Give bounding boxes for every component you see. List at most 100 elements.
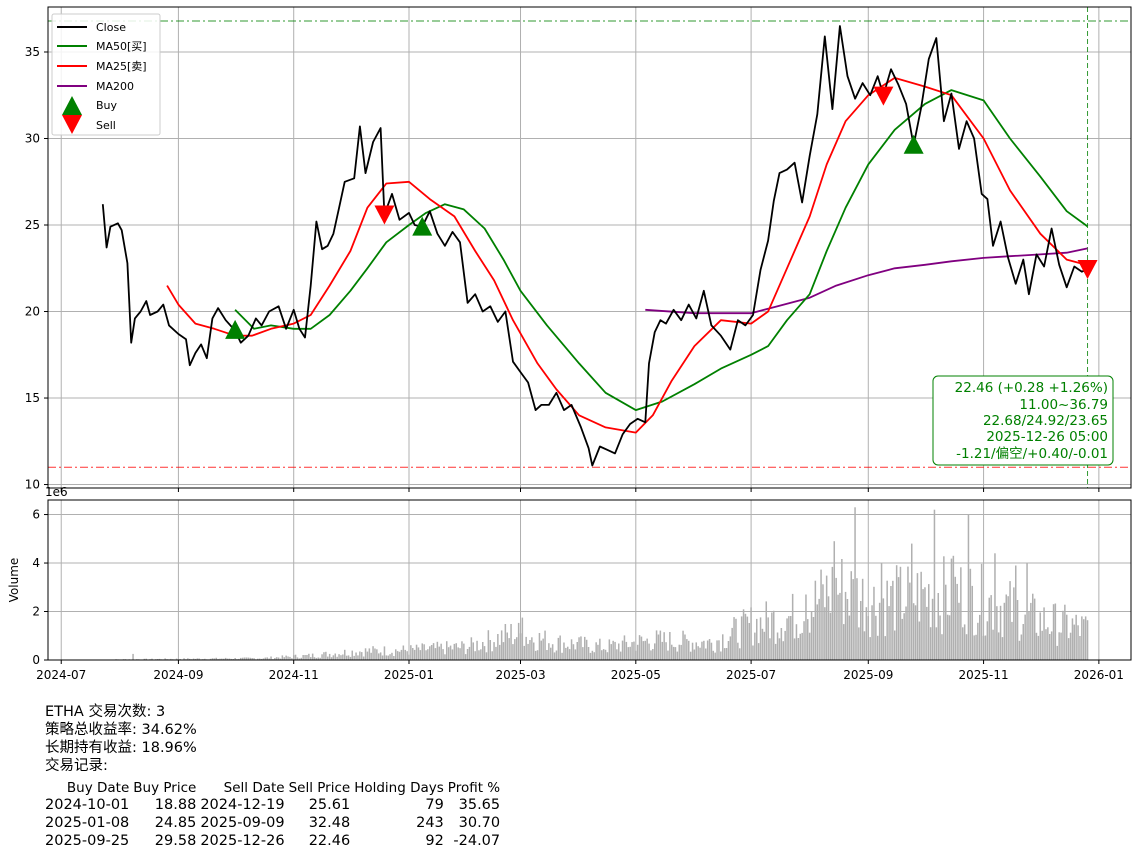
volume-bar <box>778 638 781 660</box>
sell-marker <box>873 86 894 106</box>
volume-bar <box>412 648 414 660</box>
volume-bar <box>400 649 403 660</box>
volume-bar <box>720 651 722 660</box>
volume-bar <box>621 640 624 660</box>
volume-bar <box>627 647 630 660</box>
volume-bar <box>383 646 386 660</box>
volume-bar <box>657 634 660 660</box>
legend-sell-label: Sell <box>96 119 116 132</box>
volume-bar <box>219 658 221 660</box>
volume-bar <box>911 543 913 660</box>
volume-bar <box>243 657 246 660</box>
volume-bar <box>457 647 459 660</box>
volume-bar <box>973 635 975 660</box>
volume-bar <box>425 650 427 660</box>
cell-profit: -24.07 <box>453 833 501 849</box>
x-tick-label: 2024-09 <box>153 668 203 682</box>
volume-bar <box>296 657 299 660</box>
volume-bar <box>279 658 282 660</box>
volume-bar <box>884 636 887 660</box>
volume-bar <box>381 655 384 660</box>
volume-bar <box>822 584 824 660</box>
volume-bar <box>504 624 507 660</box>
volume-bar <box>483 646 486 660</box>
volume-bar <box>196 658 199 660</box>
volume-bar <box>514 639 516 660</box>
volume-bar <box>712 650 715 660</box>
volume-bar <box>241 657 244 660</box>
volume-bar <box>466 649 469 660</box>
volume-bar <box>519 633 522 660</box>
volume-bar <box>727 641 730 660</box>
volume-bar <box>228 658 231 660</box>
volume-bar <box>533 642 535 660</box>
volume-bar <box>336 656 338 660</box>
volume-bar <box>807 619 809 660</box>
volume-bar <box>482 642 484 660</box>
volume-bar <box>676 651 679 660</box>
volume-bar <box>275 657 278 660</box>
volume-bar <box>198 658 200 660</box>
volume-bar <box>618 643 620 660</box>
volume-bar <box>283 657 286 660</box>
volume-bar <box>922 589 924 660</box>
volume-bar <box>844 591 847 660</box>
volume-bar <box>143 658 146 660</box>
volume-bar <box>1020 634 1023 660</box>
volume-bar <box>614 641 616 660</box>
price-y-ticks: 10 15 20 25 30 35 <box>25 45 48 492</box>
volume-bar <box>663 632 665 660</box>
volume-bar <box>226 658 229 660</box>
volume-bar <box>602 649 605 660</box>
volume-bar <box>597 644 599 660</box>
volume-bar <box>880 563 883 660</box>
volume-bar <box>854 507 856 660</box>
volume-bar <box>589 652 592 660</box>
volume-bar <box>752 645 754 660</box>
volume-bar <box>962 627 964 660</box>
volume-bar <box>446 641 448 660</box>
volume-bar <box>678 644 681 660</box>
volume-bar <box>1016 600 1019 660</box>
volume-bar <box>1047 627 1049 660</box>
volume-bar <box>291 658 293 660</box>
volume-bar <box>939 615 941 660</box>
volume-bar <box>455 643 458 660</box>
price-y-tick-label: 30 <box>25 131 40 145</box>
volume-bar <box>234 658 236 660</box>
volume-bar <box>555 650 558 660</box>
volume-bar <box>829 612 832 660</box>
volume-bar <box>892 580 894 660</box>
volume-panel-background <box>48 500 1131 660</box>
volume-bar <box>1081 616 1083 660</box>
cell-buy-date: 2025-01-08 <box>45 815 130 831</box>
volume-bar <box>310 657 312 660</box>
volume-bar <box>559 635 561 660</box>
volume-bar <box>790 616 792 660</box>
volume-bar <box>557 637 560 660</box>
volume-bar <box>170 658 172 660</box>
volume-bar <box>1018 640 1021 660</box>
volume-bar <box>616 649 618 660</box>
volume-bar <box>858 627 860 660</box>
table-row: 2025-09-25 29.58 2025-12-26 22.46 92 -24… <box>45 832 504 850</box>
volume-bar <box>776 632 779 660</box>
volume-bar <box>319 657 321 660</box>
volume-bar <box>1001 637 1004 660</box>
volume-bar <box>750 607 752 660</box>
volume-bar <box>945 584 947 660</box>
volume-bar <box>582 647 584 660</box>
volume-bar <box>553 652 556 660</box>
volume-bar <box>281 655 284 660</box>
volume-bar <box>1032 593 1034 660</box>
volume-panel-frame <box>47 499 1132 661</box>
volume-bar <box>937 593 940 660</box>
volume-bar <box>914 605 917 660</box>
volume-bar <box>315 657 318 660</box>
volume-bar <box>699 647 701 660</box>
legend-ma25-label: MA25[卖] <box>96 60 147 73</box>
x-tick-label: 2025-03 <box>495 668 545 682</box>
cell-buy-price: 18.88 <box>154 797 197 813</box>
volume-bar <box>561 652 563 660</box>
volume-bar <box>525 636 527 660</box>
